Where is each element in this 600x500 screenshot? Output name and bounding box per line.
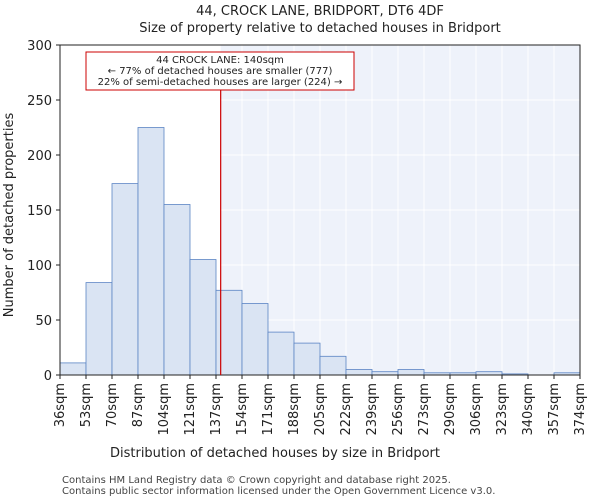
y-tick-label: 150 <box>27 204 52 219</box>
x-tick-label: 36sqm <box>53 383 68 427</box>
annotation-line-1: 44 CROCK LANE: 140sqm <box>156 55 284 66</box>
x-tick-label: 171sqm <box>261 383 276 436</box>
bar <box>345 369 373 376</box>
x-tick-label: 121sqm <box>183 383 198 436</box>
bar <box>319 355 347 376</box>
x-tick-label: 154sqm <box>235 383 250 436</box>
annotation-line-2: ← 77% of detached houses are smaller (77… <box>108 66 333 77</box>
bar <box>189 259 217 376</box>
bar <box>267 331 295 376</box>
bar <box>137 127 165 376</box>
bar <box>163 204 191 376</box>
annotation-line-3: 22% of semi-detached houses are larger (… <box>98 77 343 88</box>
bar <box>241 303 269 376</box>
y-tick-label: 0 <box>44 369 52 384</box>
annotation-frame <box>85 51 355 91</box>
bar <box>397 369 425 376</box>
x-tick-label: 137sqm <box>209 383 224 436</box>
x-tick-label: 273sqm <box>417 383 432 436</box>
x-tick-label: 188sqm <box>287 383 302 436</box>
x-tick-label: 323sqm <box>495 383 510 436</box>
x-tick-label: 222sqm <box>339 383 354 436</box>
footer-line-1: Contains HM Land Registry data © Crown c… <box>62 475 451 486</box>
x-tick-label: 340sqm <box>521 383 536 436</box>
x-tick-label: 306sqm <box>469 383 484 436</box>
y-axis-label: Number of detached properties <box>2 113 17 318</box>
bar <box>293 342 321 376</box>
x-tick-label: 256sqm <box>391 383 406 436</box>
chart-title: 44, CROCK LANE, BRIDPORT, DT6 4DF <box>196 4 444 19</box>
x-tick-label: 53sqm <box>79 383 94 427</box>
y-tick-label: 300 <box>27 39 52 54</box>
x-tick-label: 374sqm <box>573 383 588 436</box>
x-axis-label: Distribution of detached houses by size … <box>110 446 440 461</box>
y-tick-label: 100 <box>27 259 52 274</box>
y-tick-label: 250 <box>27 94 52 109</box>
x-tick-label: 239sqm <box>365 383 380 436</box>
footer-line-2: Contains public sector information licen… <box>62 486 495 497</box>
bar <box>111 183 139 376</box>
bar <box>85 282 113 376</box>
y-tick-label: 200 <box>27 149 52 164</box>
x-tick-label: 87sqm <box>131 383 146 427</box>
y-tick-label: 50 <box>35 314 52 329</box>
annotation-box: 44 CROCK LANE: 140sqm ← 77% of detached … <box>85 51 355 91</box>
x-tick-label: 290sqm <box>443 383 458 436</box>
chart-subtitle: Size of property relative to detached ho… <box>139 21 501 36</box>
x-tick-label: 104sqm <box>157 383 172 436</box>
bar <box>215 289 243 376</box>
bar <box>59 362 87 376</box>
x-tick-label: 70sqm <box>105 383 120 427</box>
x-tick-label: 205sqm <box>313 383 328 436</box>
x-tick-label: 357sqm <box>547 383 562 436</box>
